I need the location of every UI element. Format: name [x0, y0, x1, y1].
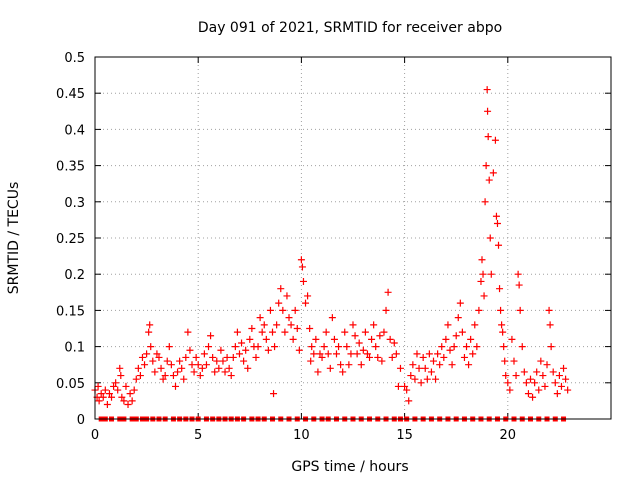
srmtid-scatter-chart: 0 0.05 0.1 0.15 0.2 0.25 0.3 0.35 0.4 0.45 0.5 0 5 1… — [0, 0, 640, 480]
y-tick-label: 0.1 — [64, 341, 85, 356]
y-tick-label: 0.25 — [56, 232, 85, 247]
y-axis-label: SRMTID / TECUs — [6, 182, 22, 295]
x-tick-label: 5 — [194, 428, 202, 443]
chart-title: Day 091 of 2021, SRMTID for receiver abp… — [198, 20, 502, 36]
y-tick-label: 0.4 — [64, 123, 85, 138]
x-tick-label: 15 — [396, 428, 413, 443]
chart-background — [0, 0, 640, 480]
x-axis-label: GPS time / hours — [291, 459, 408, 475]
x-tick-label: 20 — [500, 428, 517, 443]
x-tick-label: 10 — [293, 428, 310, 443]
y-tick-label: 0.5 — [64, 51, 85, 66]
y-tick-label: 0 — [77, 413, 85, 428]
y-tick-label: 0.35 — [56, 160, 85, 175]
y-tick-label: 0.45 — [56, 87, 85, 102]
y-tick-label: 0.15 — [56, 304, 85, 319]
y-tick-label: 0.2 — [64, 268, 85, 283]
x-tick-label: 0 — [91, 428, 99, 443]
y-tick-label: 0.05 — [56, 377, 85, 392]
y-tick-label: 0.3 — [64, 196, 85, 211]
